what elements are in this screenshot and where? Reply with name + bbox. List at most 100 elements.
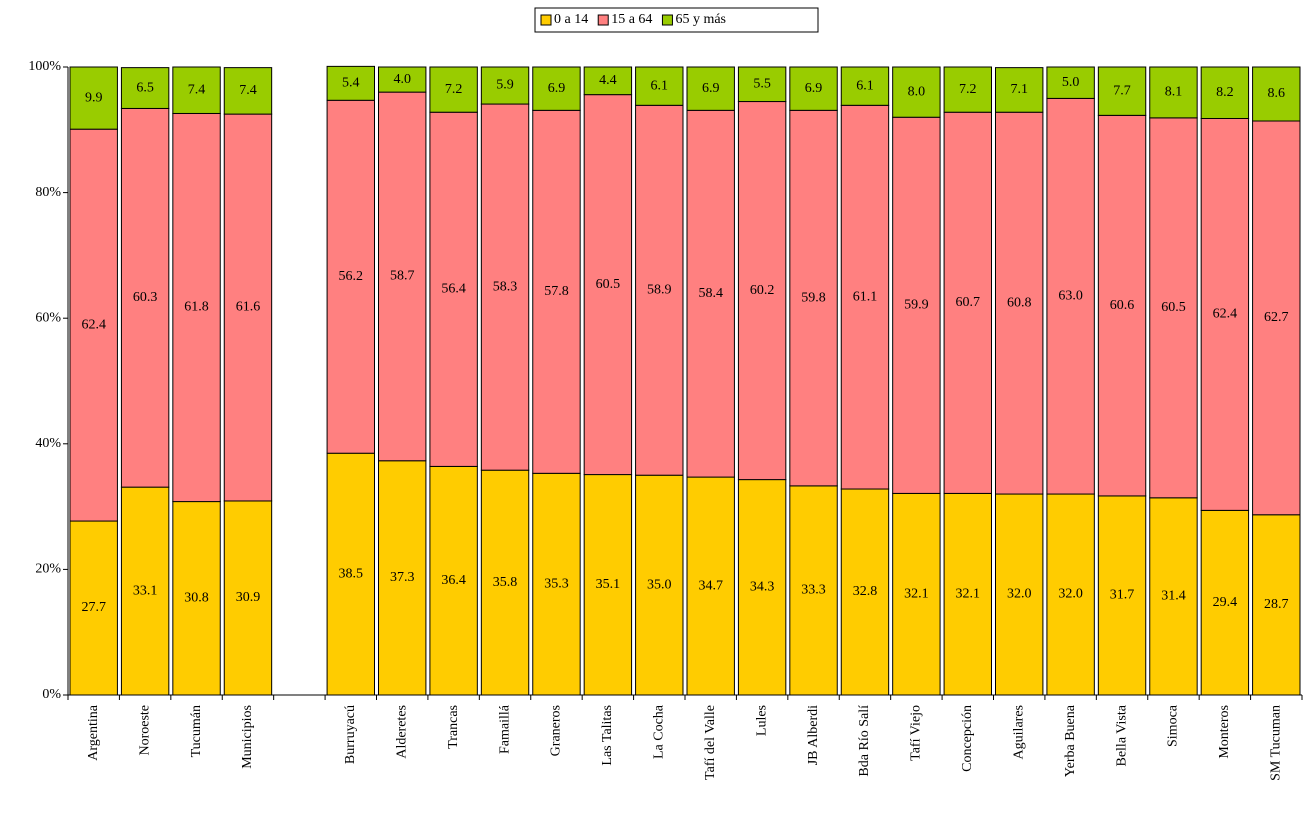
y-tick-label: 0% — [42, 687, 61, 702]
data-label: 31.7 — [1110, 588, 1135, 603]
data-label: 32.0 — [1058, 587, 1083, 602]
legend-box — [534, 7, 819, 33]
x-tick-label: Tafí del Valle — [703, 705, 718, 780]
bar-segment — [737, 101, 787, 481]
data-label: 60.8 — [1007, 295, 1032, 310]
x-tick-label: Yerba Buena — [1063, 704, 1078, 777]
x-tick-label: SM Tucuman — [1269, 705, 1284, 781]
x-tick-label: Lules — [754, 705, 769, 736]
bar-segment — [378, 66, 427, 93]
bar-segment — [480, 469, 530, 696]
data-label: 34.3 — [750, 580, 775, 595]
data-label: 7.2 — [445, 82, 463, 97]
data-label: 6.5 — [136, 80, 154, 95]
data-label: 8.1 — [1165, 85, 1183, 100]
x-tick-label: Graneros — [549, 705, 564, 756]
x-tick-label: Alderetes — [394, 705, 409, 759]
data-label: 36.4 — [441, 573, 466, 588]
bar-segment — [995, 493, 1044, 696]
x-tick-label: Famaillá — [497, 704, 512, 754]
data-label: 59.8 — [801, 290, 826, 305]
data-label: 30.8 — [184, 591, 209, 606]
bar-segment — [120, 67, 170, 109]
data-label: 5.4 — [342, 76, 360, 91]
x-tick-label: Concepción — [960, 705, 975, 772]
bar-segment — [1046, 66, 1095, 99]
bar-segment — [480, 66, 530, 105]
bar-segment — [583, 474, 633, 696]
bar-segment — [172, 112, 221, 503]
bar-segment — [69, 66, 118, 130]
bar-segment — [686, 66, 735, 111]
data-label: 61.8 — [184, 300, 209, 315]
legend-label: 0 a 14 — [554, 12, 588, 27]
bar-segment — [1149, 497, 1198, 696]
bar-segment — [532, 109, 581, 474]
bar-segment — [69, 520, 118, 696]
y-tick-label: 40% — [35, 436, 61, 451]
x-tick-label: Bda Río Salí — [857, 705, 872, 777]
bar-segment — [943, 492, 992, 696]
bar-segment — [1200, 117, 1250, 511]
y-tick-label: 100% — [28, 59, 61, 74]
x-tick-label: Aguilares — [1011, 705, 1026, 759]
data-label: 9.9 — [85, 90, 103, 105]
data-label: 7.4 — [188, 82, 206, 97]
bar-segment — [943, 111, 992, 494]
bar-segment — [1149, 66, 1198, 119]
x-tick-label: Burruyacú — [343, 705, 358, 764]
bar-segment — [120, 107, 170, 488]
data-label: 7.1 — [1010, 82, 1028, 97]
data-label: 5.0 — [1062, 75, 1080, 90]
bar-segment — [69, 128, 118, 522]
bar-segment — [1200, 509, 1250, 696]
data-label: 32.8 — [853, 584, 878, 599]
data-label: 6.1 — [651, 78, 669, 93]
bar-segment — [532, 66, 581, 111]
legend-swatch — [540, 14, 552, 26]
bar-segment — [686, 109, 735, 478]
data-label: 58.9 — [647, 282, 672, 297]
data-label: 56.4 — [441, 282, 466, 297]
y-tick-label: 60% — [35, 310, 61, 325]
bar-segment — [583, 94, 633, 476]
bar-segment — [892, 492, 941, 696]
data-label: 32.1 — [904, 586, 929, 601]
bar-segment — [326, 452, 376, 696]
data-label: 62.4 — [1213, 307, 1238, 322]
bar-segment — [995, 67, 1044, 113]
data-label: 35.0 — [647, 577, 672, 592]
bar-segment — [943, 66, 992, 113]
bar-segment — [326, 99, 376, 454]
data-label: 35.1 — [596, 577, 621, 592]
bar-segment — [120, 486, 170, 696]
x-tick-label: Argentina — [86, 704, 101, 761]
data-label: 56.2 — [339, 269, 364, 284]
bar-segment — [635, 66, 684, 106]
y-tick-label: 80% — [35, 185, 61, 200]
data-label: 33.3 — [801, 583, 826, 598]
x-tick-label: Monteros — [1217, 705, 1232, 759]
bar-segment — [737, 479, 787, 696]
data-label: 4.0 — [393, 72, 411, 87]
bar-segment — [223, 500, 273, 696]
data-label: 60.3 — [133, 290, 158, 305]
bar-segment — [1200, 66, 1250, 119]
bar-segment — [789, 109, 838, 487]
x-tick-label: Simoca — [1166, 704, 1181, 747]
x-tick-label: La Cocha — [652, 704, 667, 759]
data-label: 60.5 — [596, 277, 621, 292]
x-tick-label: JB Alberdi — [806, 705, 821, 765]
bar-segment — [789, 66, 838, 111]
bar-segment — [172, 501, 221, 696]
legend-label: 15 a 64 — [611, 12, 652, 27]
data-label: 60.2 — [750, 283, 775, 298]
data-label: 58.3 — [493, 279, 518, 294]
legend-swatch — [597, 14, 609, 26]
data-label: 37.3 — [390, 570, 415, 585]
bar-segment — [892, 66, 941, 118]
bar-segment — [429, 465, 478, 696]
data-label: 29.4 — [1213, 595, 1238, 610]
bar-segment — [635, 474, 684, 696]
